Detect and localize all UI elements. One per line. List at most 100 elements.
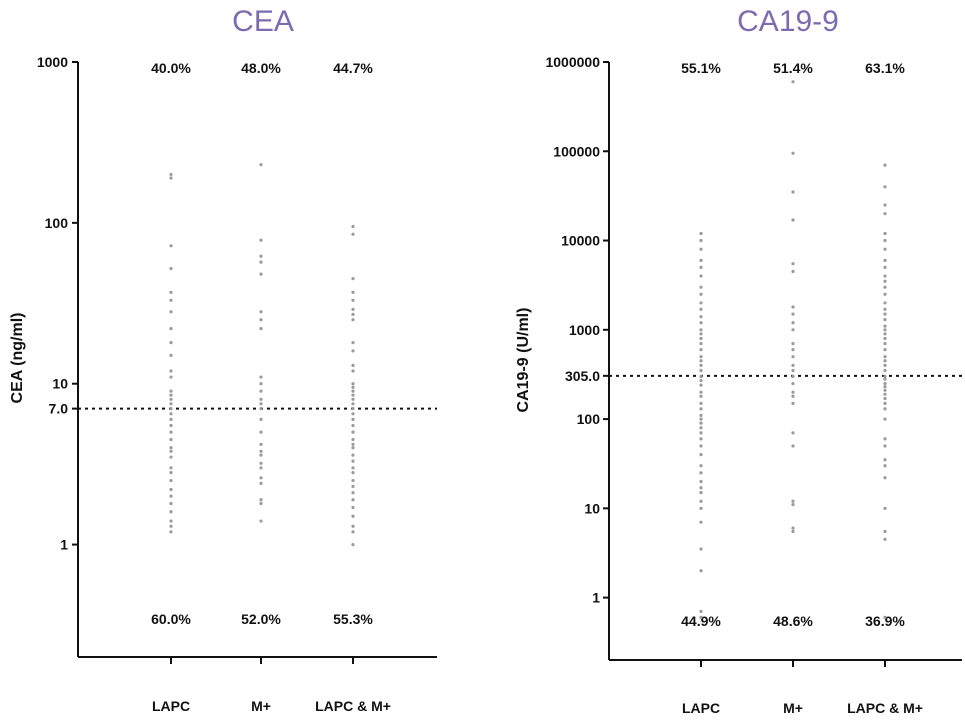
data-point [351, 318, 355, 322]
data-point [351, 505, 355, 510]
data-point [699, 486, 703, 490]
data-point [883, 537, 887, 541]
y-tick-label: 1000 [569, 322, 600, 338]
data-point [883, 292, 887, 296]
data-point [351, 417, 355, 421]
data-point [791, 381, 795, 386]
data-point [259, 254, 263, 258]
data-point [351, 369, 355, 373]
data-point [169, 402, 173, 406]
data-point [699, 258, 703, 262]
data-point [351, 491, 355, 495]
data-point [699, 421, 703, 425]
data-point [883, 258, 887, 262]
data-point [883, 396, 887, 401]
data-point [883, 615, 887, 620]
data-point [169, 524, 173, 528]
data-point [351, 307, 355, 311]
data-point [351, 442, 355, 446]
data-point [351, 498, 355, 502]
data-point [883, 342, 887, 346]
chart-title: CEA [232, 5, 294, 38]
data-point [699, 231, 703, 236]
y-tick-label: 1 [60, 537, 68, 553]
data-point [699, 363, 703, 367]
data-point [883, 529, 887, 534]
data-point [883, 458, 887, 462]
data-point [883, 312, 887, 316]
data-point [883, 163, 887, 167]
data-point [883, 285, 887, 289]
data-point [351, 290, 355, 294]
data-point [169, 417, 173, 421]
data-point [699, 426, 703, 430]
data-point [883, 318, 887, 322]
data-point [883, 265, 887, 270]
data-point [883, 392, 887, 396]
data-point [169, 430, 173, 434]
data-point [169, 494, 173, 498]
data-point [169, 244, 173, 248]
data-point [699, 359, 703, 363]
data-point [351, 484, 355, 488]
data-point [791, 363, 795, 367]
data-point [699, 520, 703, 524]
data-point [883, 401, 887, 405]
data-point [351, 423, 355, 428]
data-point [699, 336, 703, 341]
data-point [259, 238, 263, 242]
data-point [169, 266, 173, 271]
data-point [351, 224, 355, 229]
data-point [169, 407, 173, 411]
data-point [883, 381, 887, 386]
data-point [883, 203, 887, 207]
y-tick-label: 1000 [37, 54, 68, 70]
data-point [883, 407, 887, 411]
data-point [259, 163, 263, 167]
data-point [259, 382, 263, 386]
data-point [699, 321, 703, 325]
data-point [699, 394, 703, 398]
data-point [699, 471, 703, 475]
data-point [699, 315, 703, 319]
data-point [259, 481, 263, 486]
data-point [259, 327, 263, 331]
data-point [259, 476, 263, 480]
data-point [883, 185, 887, 189]
data-point [699, 569, 703, 573]
data-point [351, 514, 355, 518]
data-point [169, 369, 173, 373]
data-point [699, 292, 703, 296]
data-point [791, 355, 795, 359]
data-point [351, 530, 355, 534]
data-point [351, 393, 355, 397]
data-point [351, 453, 355, 457]
data-point [169, 176, 173, 180]
data-point [791, 269, 795, 274]
data-point [351, 389, 355, 393]
y-tick-label: 100000 [553, 143, 600, 159]
data-point [169, 412, 173, 416]
data-point [699, 437, 703, 441]
ca199-panel: CA19-9 CA19-9 (U/ml) 1 10 100 305.0 1000 1000… [515, 5, 962, 716]
data-point [351, 382, 355, 386]
below-cutoff-percent: 60.0% [151, 611, 191, 627]
data-point [883, 385, 887, 389]
data-point [699, 499, 703, 503]
data-point [169, 437, 173, 442]
data-point [699, 417, 703, 421]
data-point [169, 530, 173, 534]
data-point [259, 519, 263, 523]
data-point [351, 407, 355, 411]
below-cutoff-percent: 48.6% [773, 613, 813, 629]
data-point [883, 437, 887, 441]
data-point [351, 430, 355, 434]
data-point [883, 231, 887, 236]
data-point [169, 455, 173, 459]
data-point [351, 471, 355, 475]
data-point [883, 324, 887, 328]
data-point [699, 479, 703, 484]
above-cutoff-percent: 63.1% [865, 60, 905, 76]
data-point [883, 374, 887, 379]
data-point [699, 407, 703, 411]
